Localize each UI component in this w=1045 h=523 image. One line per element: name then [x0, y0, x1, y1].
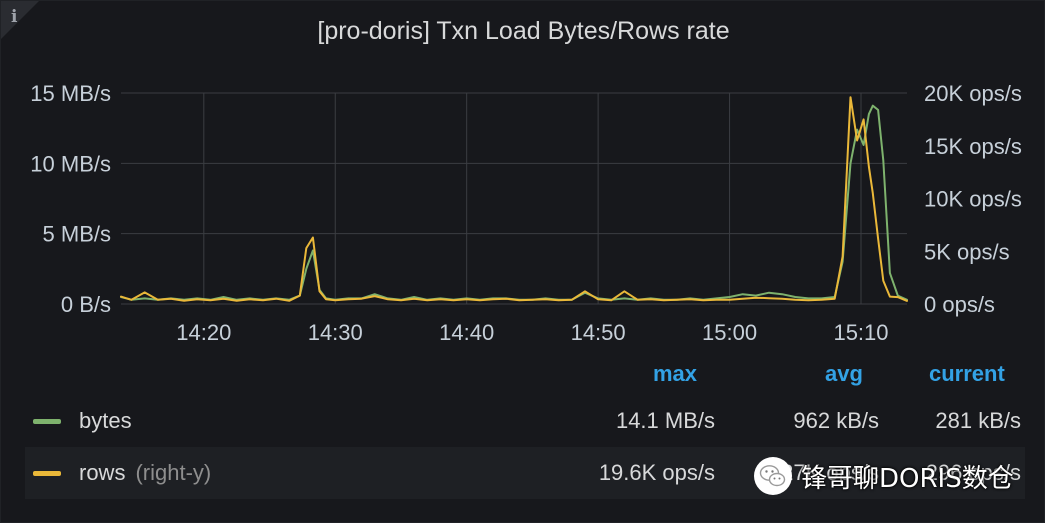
y-left-tick-label: 0 B/s — [61, 292, 111, 317]
legend-avg-value: 962 kB/s — [793, 408, 879, 433]
x-tick-label: 14:50 — [571, 320, 626, 345]
y-right-tick-label: 0 ops/s — [924, 292, 995, 317]
legend-header-max[interactable]: max — [653, 361, 698, 386]
legend-axis-note: (right-y) — [135, 460, 212, 485]
chart-grid — [121, 92, 907, 305]
legend-max-value: 14.1 MB/s — [615, 408, 715, 433]
wechat-icon — [754, 457, 792, 495]
panel-info-corner[interactable] — [1, 1, 39, 39]
info-icon[interactable]: i — [11, 7, 18, 27]
series-line-rows — [120, 96, 908, 302]
x-tick-label: 14:30 — [308, 320, 363, 345]
watermark-text: 锋哥聊DORIS数仓 — [801, 463, 1014, 494]
watermark: 锋哥聊DORIS数仓 — [753, 456, 1014, 496]
legend-header-avg[interactable]: avg — [825, 361, 863, 386]
x-tick-label: 14:20 — [176, 320, 231, 345]
legend-series-name[interactable]: rows (right-y) — [79, 460, 212, 485]
y-right-tick-label: 10K ops/s — [924, 187, 1022, 212]
x-tick-label: 15:00 — [702, 320, 757, 345]
legend-series-name[interactable]: bytes — [79, 408, 132, 433]
panel-title[interactable]: [pro-doris] Txn Load Bytes/Rows rate — [317, 17, 730, 45]
y-right-tick-label: 20K ops/s — [924, 81, 1022, 106]
y-right-axis: 0 ops/s 5K ops/s 10K ops/s 15K ops/s 20K ops… — [924, 81, 1022, 317]
legend-current-value: 281 kB/s — [935, 408, 1021, 433]
y-left-tick-label: 5 MB/s — [43, 222, 111, 247]
y-left-tick-label: 10 MB/s — [30, 151, 111, 176]
x-tick-label: 15:10 — [833, 320, 888, 345]
series-layer — [120, 96, 908, 302]
y-right-tick-label: 5K ops/s — [924, 239, 1010, 264]
legend-current-value: 296 ops/s — [925, 460, 1021, 485]
x-axis: 14:20 14:30 14:40 14:50 15:00 15:10 — [176, 320, 888, 345]
y-left-tick-label: 15 MB/s — [30, 81, 111, 106]
chart-area[interactable]: 0 B/s 5 MB/s 10 MB/s 15 MB/s 0 ops/s 5K ops/… — [1, 1, 1045, 361]
series-line-bytes — [120, 104, 908, 301]
x-tick-label: 14:40 — [439, 320, 494, 345]
legend-swatch-rows[interactable] — [33, 471, 61, 476]
legend-row-bytes[interactable]: bytes 14.1 MB/s 962 kB/s 281 kB/s — [25, 395, 1025, 447]
legend-swatch-bytes[interactable] — [33, 419, 61, 424]
legend-header-current[interactable]: current — [929, 361, 1005, 386]
y-right-tick-label: 15K ops/s — [924, 134, 1022, 159]
legend-max-value: 19.6K ops/s — [598, 460, 715, 485]
y-left-axis: 0 B/s 5 MB/s 10 MB/s 15 MB/s — [30, 81, 111, 317]
